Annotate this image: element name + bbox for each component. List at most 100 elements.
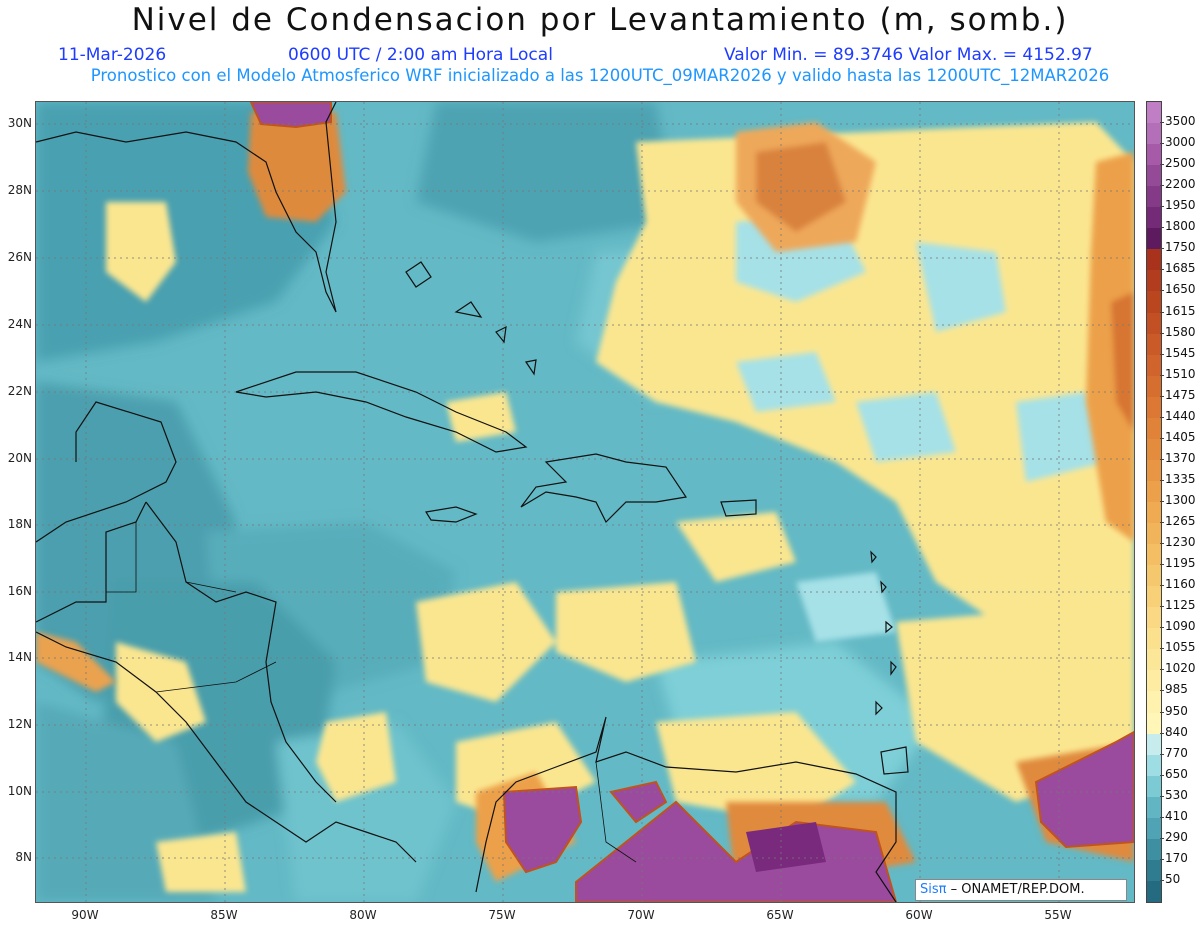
colorbar-label: 2200: [1165, 177, 1196, 192]
colorbar-label: 1230: [1165, 535, 1196, 550]
colorbar-tick: [1160, 501, 1164, 502]
colorbar-segment: [1147, 670, 1161, 692]
map-title: Nivel de Condensacion por Levantamiento …: [131, 2, 1069, 38]
lat-label-14n: 14N: [7, 650, 32, 664]
colorbar-segment: [1147, 859, 1161, 882]
colorbar-segment: [1147, 544, 1161, 566]
colorbar-tick: [1160, 585, 1164, 587]
colorbar-segment: [1147, 838, 1161, 861]
colorbar-segment: [1147, 417, 1161, 440]
colorbar-segment: [1147, 523, 1161, 545]
colorbar-tick: [1160, 248, 1164, 250]
colorbar-label: 1615: [1165, 303, 1196, 318]
colorbar-tick: [1160, 143, 1164, 145]
colorbar: [1146, 101, 1162, 903]
colorbar-label: 1950: [1165, 198, 1196, 213]
colorbar-label: 1020: [1165, 661, 1196, 676]
colorbar-tick: [1160, 290, 1164, 292]
colorbar-tick: [1160, 437, 1164, 439]
colorbar-segment: [1147, 880, 1161, 903]
colorbar-label: 1160: [1165, 577, 1196, 592]
colorbar-segment: [1147, 102, 1161, 124]
colorbar-label: 410: [1165, 808, 1188, 823]
colorbar-label: 1265: [1165, 514, 1196, 529]
colorbar-label: 950: [1165, 703, 1188, 718]
colorbar-tick: [1160, 269, 1164, 271]
credit-box: Sisπ – ONAMET/REP.DOM.: [915, 879, 1127, 901]
colorbar-tick: [1160, 774, 1164, 776]
forecast-date: 11-Mar-2026: [58, 45, 167, 65]
colorbar-tick: [1160, 606, 1164, 608]
colorbar-label: 1800: [1165, 219, 1196, 234]
lat-label-18n: 18N: [7, 517, 32, 531]
colorbar-tick: [1160, 732, 1164, 734]
colorbar-tick: [1160, 816, 1164, 818]
colorbar-segment: [1147, 586, 1161, 608]
credit-org: – ONAMET/REP.DOM.: [950, 882, 1085, 897]
colorbar-label: 170: [1165, 850, 1188, 865]
colorbar-tick: [1160, 332, 1164, 334]
colorbar-label: 650: [1165, 766, 1188, 781]
colorbar-tick: [1160, 206, 1164, 208]
colorbar-tick: [1160, 353, 1164, 355]
colorbar-tick: [1160, 185, 1164, 187]
colorbar-tick: [1160, 690, 1164, 692]
colorbar-segment: [1147, 291, 1161, 314]
colorbar-label: 1195: [1165, 556, 1196, 571]
colorbar-segment: [1147, 165, 1161, 187]
colorbar-segment: [1147, 565, 1161, 587]
lat-label-20n: 20N: [7, 451, 32, 465]
colorbar-segment: [1147, 480, 1161, 503]
forecast-time: 0600 UTC / 2:00 am Hora Local: [288, 45, 553, 65]
colorbar-label: 1335: [1165, 471, 1196, 486]
lcl-field-map: [36, 102, 1134, 902]
colorbar-segment: [1147, 628, 1161, 650]
colorbar-label: 1405: [1165, 429, 1196, 444]
map-area: [35, 101, 1135, 903]
colorbar-label: 1370: [1165, 450, 1196, 465]
colorbar-tick: [1160, 311, 1164, 313]
colorbar-label: 985: [1165, 682, 1188, 697]
lat-label-8n: 8N: [15, 850, 32, 864]
colorbar-label: 1685: [1165, 261, 1196, 276]
colorbar-tick: [1160, 627, 1164, 629]
colorbar-segment: [1147, 796, 1161, 819]
colorbar-segment: [1147, 691, 1161, 714]
colorbar-tick: [1160, 374, 1164, 376]
colorbar-segment: [1147, 775, 1161, 798]
colorbar-segment: [1147, 207, 1161, 229]
colorbar-tick: [1160, 164, 1164, 166]
lat-label-26n: 26N: [7, 250, 32, 264]
lat-label-22n: 22N: [7, 384, 32, 398]
colorbar-segment: [1147, 607, 1161, 629]
colorbar-label: 1475: [1165, 387, 1196, 402]
colorbar-segment: [1147, 270, 1161, 292]
colorbar-segment: [1147, 354, 1161, 377]
colorbar-segment: [1147, 375, 1161, 398]
colorbar-tick: [1160, 564, 1164, 566]
colorbar-tick: [1160, 879, 1164, 881]
colorbar-segment: [1147, 312, 1161, 335]
colorbar-tick: [1160, 522, 1164, 524]
lat-label-12n: 12N: [7, 717, 32, 731]
colorbar-tick: [1160, 711, 1164, 713]
lon-label-90w: 90W: [71, 908, 99, 922]
colorbar-label: 1440: [1165, 408, 1196, 423]
lon-label-80w: 80W: [349, 908, 377, 922]
colorbar-tick: [1160, 395, 1164, 397]
colorbar-tick: [1160, 795, 1164, 797]
colorbar-label: 840: [1165, 724, 1188, 739]
colorbar-segment: [1147, 333, 1161, 356]
colorbar-label: 1580: [1165, 324, 1196, 339]
lat-label-30n: 30N: [7, 116, 32, 130]
colorbar-label: 1125: [1165, 598, 1196, 613]
colorbar-segment: [1147, 733, 1161, 756]
lat-label-28n: 28N: [7, 183, 32, 197]
colorbar-label: 770: [1165, 745, 1188, 760]
sispi-logo-text: Sisπ: [920, 882, 947, 897]
colorbar-label: 1750: [1165, 240, 1196, 255]
colorbar-label: 3500: [1165, 114, 1196, 129]
colorbar-segment: [1147, 186, 1161, 208]
colorbar-tick: [1160, 416, 1164, 418]
colorbar-segment: [1147, 123, 1161, 145]
